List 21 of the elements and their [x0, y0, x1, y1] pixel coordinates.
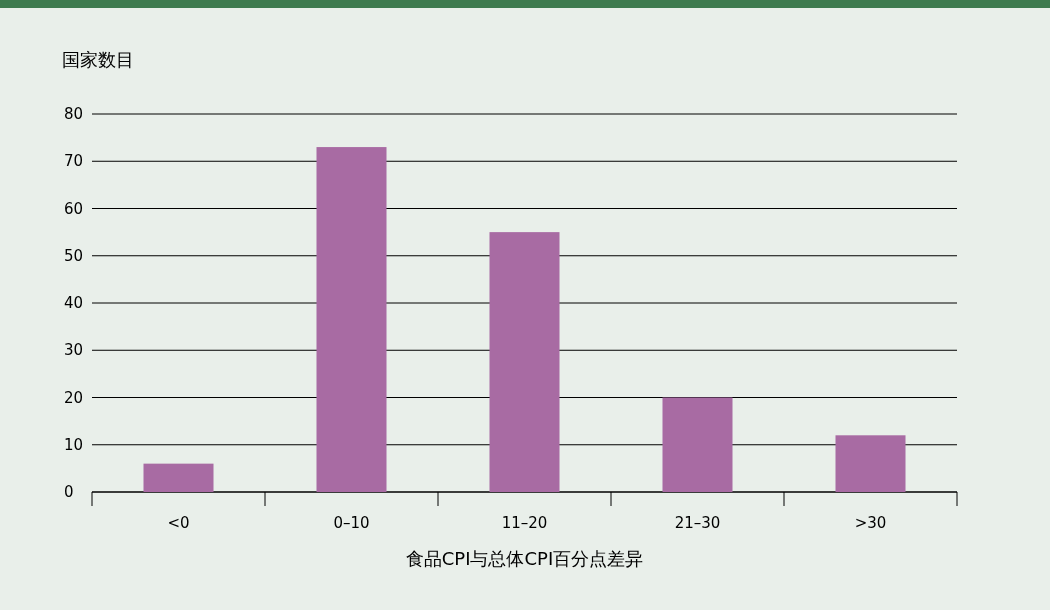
y-tick-label: 30: [64, 341, 84, 360]
y-tick-label: 10: [64, 435, 84, 454]
x-axis-title: 食品CPI与总体CPI百分点差异: [405, 548, 644, 569]
y-tick-label: 40: [64, 294, 84, 312]
bar: [835, 435, 906, 492]
y-tick-label: 0: [64, 483, 74, 501]
x-tick-label: 11–20: [501, 514, 548, 532]
bar: [662, 397, 733, 492]
x-tick-label: 21–30: [674, 514, 721, 532]
bar: [143, 463, 214, 492]
x-tick-label: 0–10: [333, 514, 370, 532]
y-tick-label: 60: [64, 199, 84, 218]
bar: [316, 147, 387, 492]
y-tick-label: 50: [64, 246, 84, 265]
y-tick-label: 20: [64, 388, 84, 407]
bar: [489, 232, 560, 492]
x-tick-label: >30: [854, 514, 887, 532]
y-axis-title: 国家数目: [62, 49, 134, 70]
y-tick-label: 70: [64, 152, 84, 171]
y-tick-label: 80: [64, 105, 84, 123]
x-tick-label: <0: [167, 514, 190, 532]
